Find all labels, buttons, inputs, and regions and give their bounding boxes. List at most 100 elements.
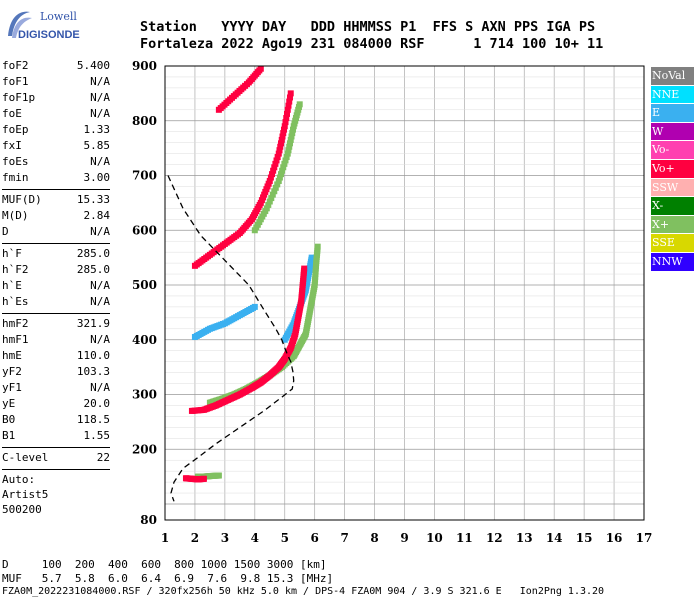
echo-point bbox=[308, 254, 315, 261]
param-name: M(D) bbox=[2, 209, 29, 222]
x-tick-label: 3 bbox=[221, 531, 229, 545]
chart-grid bbox=[164, 65, 645, 520]
auto-program: Artist5 bbox=[2, 488, 49, 501]
x-tick-label: 7 bbox=[340, 531, 348, 545]
param-name: foF1 bbox=[2, 75, 29, 88]
param-value: 118.5 bbox=[76, 413, 110, 426]
param-name: B0 bbox=[2, 413, 16, 426]
y-tick-label: 600 bbox=[132, 223, 157, 237]
echo-point bbox=[273, 157, 280, 164]
auto-label: Auto: bbox=[2, 473, 36, 486]
param-row-hmf2: hmF2 321.9 bbox=[2, 316, 110, 332]
echo-point bbox=[279, 167, 286, 174]
echo-point bbox=[288, 133, 295, 140]
echo-point bbox=[270, 167, 277, 174]
echo-point bbox=[283, 154, 290, 161]
param-group-muf: MUF(D) 15.33 M(D) 2.84 D N/A bbox=[2, 192, 110, 240]
echo-point bbox=[278, 136, 285, 143]
separator bbox=[2, 313, 110, 314]
legend-item-x-: X+ bbox=[651, 215, 694, 234]
y-tick-label: 200 bbox=[132, 442, 157, 456]
echo-point bbox=[267, 174, 274, 181]
echo-point bbox=[277, 143, 284, 150]
x-tick-label: 10 bbox=[426, 531, 443, 545]
echo-point bbox=[281, 123, 288, 130]
param-value: N/A bbox=[90, 107, 110, 120]
param-name: yE bbox=[2, 397, 16, 410]
param-group-critical-frequencies: foF2 5.400 foF1 N/A foF1p N/A foE N/A foEp 1.33 fx… bbox=[2, 58, 110, 186]
param-row-h-es: h`Es N/A bbox=[2, 294, 110, 310]
param-value: N/A bbox=[90, 91, 110, 104]
y-tick-label: 900 bbox=[132, 59, 157, 73]
param-value: 3.00 bbox=[83, 171, 111, 184]
echo-point bbox=[301, 265, 308, 272]
param-row-h-e: h`E N/A bbox=[2, 278, 110, 294]
param-name: foF1p bbox=[2, 91, 36, 104]
param-name: D bbox=[2, 225, 9, 238]
echo-point bbox=[278, 171, 285, 178]
separator bbox=[2, 469, 110, 470]
echo-point bbox=[269, 191, 276, 198]
param-name: hmE bbox=[2, 349, 22, 362]
trace-2fx bbox=[251, 101, 303, 234]
param-name: fmin bbox=[2, 171, 29, 184]
param-value: 285.0 bbox=[76, 263, 110, 276]
param-row-b1: B1 1.55 bbox=[2, 428, 110, 444]
param-name: hmF2 bbox=[2, 317, 29, 330]
y-tick-label: 300 bbox=[132, 388, 157, 402]
param-row-hmf1: hmF1 N/A bbox=[2, 332, 110, 348]
param-value: N/A bbox=[90, 225, 110, 238]
param-row-foep: foEp 1.33 bbox=[2, 122, 110, 138]
param-row-h-f: h`F 285.0 bbox=[2, 246, 110, 262]
echo-point bbox=[281, 160, 288, 167]
param-value: 1.55 bbox=[83, 429, 111, 442]
param-value: N/A bbox=[90, 155, 110, 168]
param-row-fof1p: foF1p N/A bbox=[2, 90, 110, 106]
legend-item-nne: NNE bbox=[651, 85, 694, 104]
echo-point bbox=[275, 150, 282, 157]
trace-fo bbox=[188, 265, 308, 414]
logo-line1: Lowell bbox=[40, 10, 77, 23]
echo-point bbox=[282, 119, 289, 126]
param-row-h-f2: h`F2 285.0 bbox=[2, 262, 110, 278]
x-tick-label: 2 bbox=[191, 531, 199, 545]
param-name: MUF(D) bbox=[2, 193, 42, 206]
param-name: foEs bbox=[2, 155, 29, 168]
echo-point bbox=[284, 150, 291, 157]
separator bbox=[2, 243, 110, 244]
echo-point bbox=[282, 157, 289, 164]
param-name: yF1 bbox=[2, 381, 22, 394]
legend-item-sse: SSE bbox=[651, 234, 694, 252]
file-info-line: FZA0M_2022231084000.RSF / 320fx256h 50 k… bbox=[2, 586, 605, 597]
legend-item-w: W bbox=[651, 122, 694, 141]
separator bbox=[2, 447, 110, 448]
param-value: 5.85 bbox=[83, 139, 111, 152]
echo-point bbox=[272, 160, 279, 167]
echo-point bbox=[266, 198, 273, 205]
echo-point bbox=[284, 106, 291, 113]
x-tick-label: 4 bbox=[251, 531, 259, 545]
param-value: N/A bbox=[90, 381, 110, 394]
y-tick-label: 800 bbox=[132, 114, 157, 128]
param-row-m-d-: M(D) 2.84 bbox=[2, 208, 110, 224]
param-group-profile: hmF2 321.9 hmF1 N/A hmE 110.0 yF2 103.3 yF1 N/A yE… bbox=[2, 316, 110, 444]
legend-item-vo-: Vo- bbox=[651, 141, 694, 159]
param-row-foes: foEs N/A bbox=[2, 154, 110, 170]
param-value: N/A bbox=[90, 279, 110, 292]
x-tick-label: 8 bbox=[370, 531, 378, 545]
param-name: foE bbox=[2, 107, 22, 120]
legend-item-e: E bbox=[651, 104, 694, 122]
echo-point bbox=[271, 188, 278, 195]
param-name: h`F2 bbox=[2, 263, 29, 276]
y-tick-label: 400 bbox=[132, 333, 157, 347]
echo-point bbox=[281, 126, 288, 133]
legend-item-noval: NoVal bbox=[651, 67, 694, 85]
header-row-values: Fortaleza 2022 Ago19 231 084000 RSF 1 71… bbox=[140, 36, 604, 52]
separator bbox=[2, 189, 110, 190]
autoscaling-info: Auto: Artist5 500200 bbox=[2, 472, 110, 517]
echo-point bbox=[286, 143, 293, 150]
param-row-fmin: fmin 3.00 bbox=[2, 170, 110, 186]
muf-table: D 100 200 400 600 800 1000 1500 3000 [km… bbox=[2, 558, 333, 586]
param-row-d: D N/A bbox=[2, 224, 110, 240]
